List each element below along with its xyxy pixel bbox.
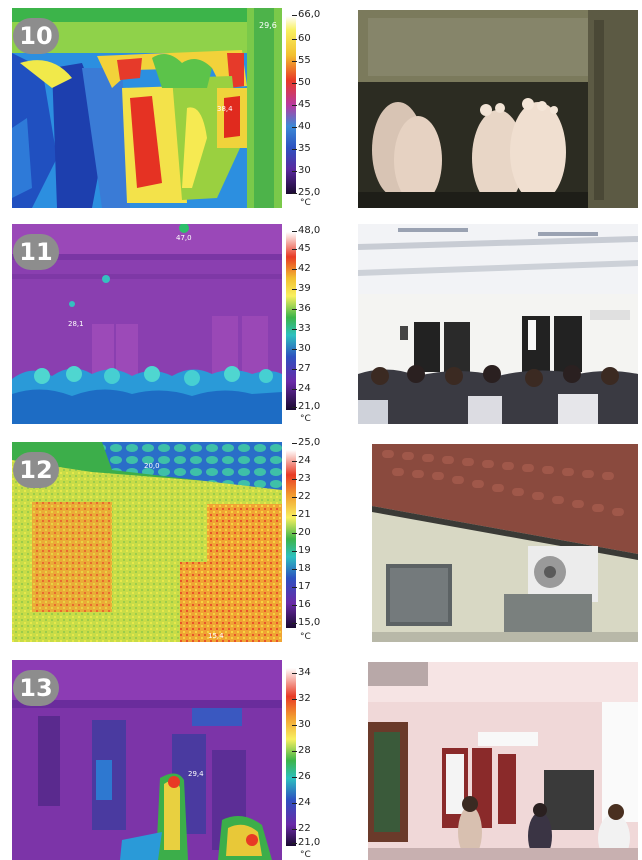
scale-ticks: 66,0 60 55 50 45 40 35 30 25,0 (291, 9, 356, 200)
scale-label: 39 (292, 283, 311, 294)
scale-label: 22 (292, 491, 311, 502)
scale-label: 48,0 (291, 225, 321, 236)
scale-label: 36 (292, 303, 311, 314)
scale-label: 19 (292, 545, 311, 556)
scale-label: 21,0 (291, 837, 321, 848)
scale-label: 30 (292, 719, 311, 730)
scale-label: 34 (292, 667, 311, 678)
scale-label: 21 (292, 509, 311, 520)
scale-label: 17 (292, 581, 311, 592)
unit-label: °C (300, 414, 311, 424)
scale-ticks: 34 32 30 28 26 24 22 21,0 (291, 662, 356, 852)
scale-label: 40 (292, 121, 311, 132)
scale-label: 30 (292, 343, 311, 354)
unit-label: °C (300, 198, 311, 208)
scale-label: 45 (292, 243, 311, 254)
scale-label: 24 (292, 455, 311, 466)
scale-label: 42 (292, 263, 311, 274)
scale-label: 32 (292, 693, 311, 704)
figure-number-badge: 11 (13, 234, 59, 270)
temperature-scale: 25,0 24 23 22 21 20 19 18 17 16 15,0 °C (286, 438, 356, 642)
scale-label: 20 (292, 527, 311, 538)
scale-label: 25,0 (291, 437, 321, 448)
color-scale-bar (286, 232, 296, 410)
thermal-image-wall-ac: 20,0 15,4 (12, 442, 282, 642)
overlay-value: 28,1 (68, 320, 84, 328)
unit-label: °C (300, 850, 311, 860)
temperature-scale: 48,0 45 42 39 36 33 30 27 24 21,0 °C (286, 224, 356, 424)
scale-label: 27 (292, 363, 311, 374)
panel-10: 29,6 38,4 10 66,0 60 55 50 45 40 35 30 2… (0, 8, 642, 208)
temperature-scale: 66,0 60 55 50 45 40 35 30 25,0 °C (286, 8, 356, 208)
scale-label: 24 (292, 797, 311, 808)
overlay-value: 15,4 (208, 632, 224, 640)
overlay-value: 29,6 (259, 21, 277, 30)
scale-label: 33 (292, 323, 311, 334)
scale-ticks: 48,0 45 42 39 36 33 30 27 24 21,0 (291, 225, 356, 416)
panel-13: 29,4 13 34 32 30 28 26 24 22 21,0 °C (0, 660, 642, 860)
scale-label: 24 (292, 383, 311, 394)
color-scale-bar (286, 668, 296, 846)
scale-label: 66,0 (291, 9, 321, 20)
scale-label: 26 (292, 771, 311, 782)
overlay-value: 47,0 (176, 234, 192, 242)
scale-label: 22 (292, 823, 311, 834)
scale-label: 15,0 (291, 617, 321, 628)
scale-label: 23 (292, 473, 311, 484)
scale-label: 25,0 (291, 187, 321, 198)
scale-label: 16 (292, 599, 311, 610)
figure-number-badge: 13 (13, 670, 59, 706)
overlay-value: 29,4 (188, 770, 204, 778)
photo-classroom (358, 224, 638, 424)
panel-12: 20,0 15,4 12 25,0 24 23 22 21 20 19 18 1… (0, 438, 642, 642)
temperature-scale: 34 32 30 28 26 24 22 21,0 °C (286, 660, 356, 860)
scale-label: 35 (292, 143, 311, 154)
scale-label: 18 (292, 563, 311, 574)
color-scale-bar (286, 16, 296, 194)
scale-label: 30 (292, 165, 311, 176)
figure-number-badge: 10 (13, 18, 59, 54)
scale-label: 50 (292, 77, 311, 88)
thermal-image-feet: 29,6 38,4 (12, 8, 282, 208)
overlay-value: 38,4 (217, 105, 233, 113)
photo-feet (358, 10, 638, 208)
scale-label: 55 (292, 55, 311, 66)
photo-wall-ac (372, 444, 638, 642)
unit-label: °C (300, 632, 311, 642)
color-scale-bar (286, 450, 296, 628)
panel-11: 47,0 28,1 11 48,0 45 42 39 36 33 30 27 2… (0, 224, 642, 424)
overlay-value: 20,0 (144, 462, 160, 470)
scale-label: 60 (292, 33, 311, 44)
scale-label: 45 (292, 99, 311, 110)
figure-number-badge: 12 (13, 452, 59, 488)
scale-label: 28 (292, 745, 311, 756)
photo-interior (368, 662, 638, 860)
scale-ticks: 25,0 24 23 22 21 20 19 18 17 16 15,0 (291, 438, 356, 634)
thermal-image-interior: 29,4 (12, 660, 282, 860)
scale-label: 21,0 (291, 401, 321, 412)
